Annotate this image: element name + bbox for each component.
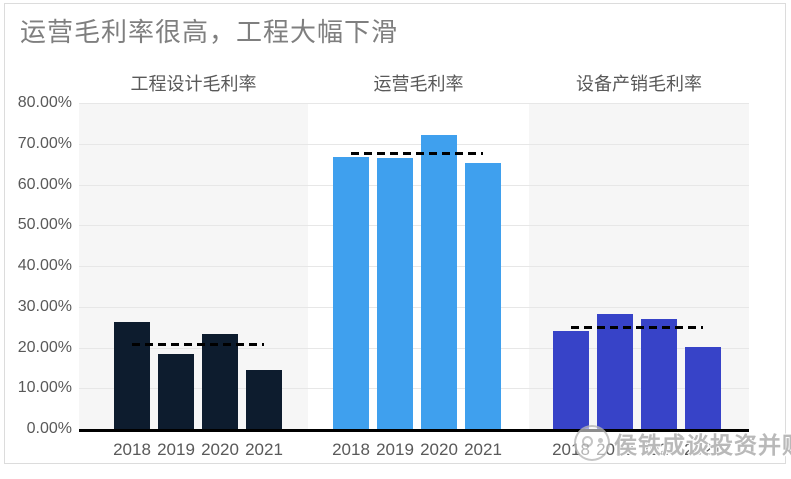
average-dashed-line	[351, 151, 483, 155]
y-axis-tick-label: 20.00%	[17, 338, 72, 356]
gridline	[79, 306, 749, 308]
gridline	[79, 347, 749, 349]
bar	[421, 134, 457, 429]
x-axis-tick-label: 2020	[420, 440, 458, 459]
y-axis-tick-label: 50.00%	[17, 216, 72, 234]
x-axis-tick-label: 2018	[113, 440, 151, 459]
bar	[202, 333, 238, 429]
x-axis-tick-label: 2021	[684, 440, 722, 459]
x-axis-tick-label: 2019	[596, 440, 634, 459]
x-axis-tick-label: 2018	[332, 440, 370, 459]
x-axis-tick-label: 2018	[552, 440, 590, 459]
x-axis-tick-label: 2019	[157, 440, 195, 459]
x-axis-line	[79, 429, 749, 432]
bar	[158, 354, 194, 429]
gridline	[79, 184, 749, 186]
y-axis-tick-label: 40.00%	[17, 257, 72, 274]
bar	[114, 322, 150, 429]
bar	[246, 370, 282, 429]
bar	[553, 331, 589, 429]
bar	[685, 347, 721, 429]
x-axis-tick-label: 2021	[464, 440, 502, 459]
y-axis-tick-label: 80.00%	[17, 94, 72, 111]
average-dashed-line	[571, 325, 703, 329]
gridline	[79, 266, 749, 267]
bar	[641, 318, 677, 429]
y-axis-tick-label: 60.00%	[17, 175, 72, 193]
x-axis-tick-label: 2019	[376, 440, 414, 459]
group-title: 工程设计毛利率	[130, 74, 257, 94]
gridline	[79, 225, 749, 227]
gridline	[79, 143, 749, 145]
x-axis-tick-label: 2020	[201, 440, 239, 459]
bar	[465, 162, 501, 429]
y-axis-tick-label: 0.00%	[26, 420, 72, 437]
y-axis-tick-label: 30.00%	[17, 297, 72, 315]
group-title: 设备产销毛利率	[576, 74, 702, 94]
x-axis-tick-label: 2020	[640, 440, 678, 459]
chart-title: 运营毛利率很高，工程大幅下滑	[20, 17, 399, 47]
gridline	[79, 103, 749, 104]
bar	[377, 158, 413, 429]
average-dashed-line	[132, 343, 264, 347]
y-axis-tick-label: 70.00%	[17, 134, 72, 152]
bar	[597, 314, 633, 429]
group-title: 运营毛利率	[373, 74, 464, 94]
gridline	[79, 388, 749, 390]
y-axis-tick-label: 10.00%	[17, 379, 72, 397]
bar	[333, 156, 369, 429]
x-axis-tick-label: 2021	[245, 440, 283, 459]
